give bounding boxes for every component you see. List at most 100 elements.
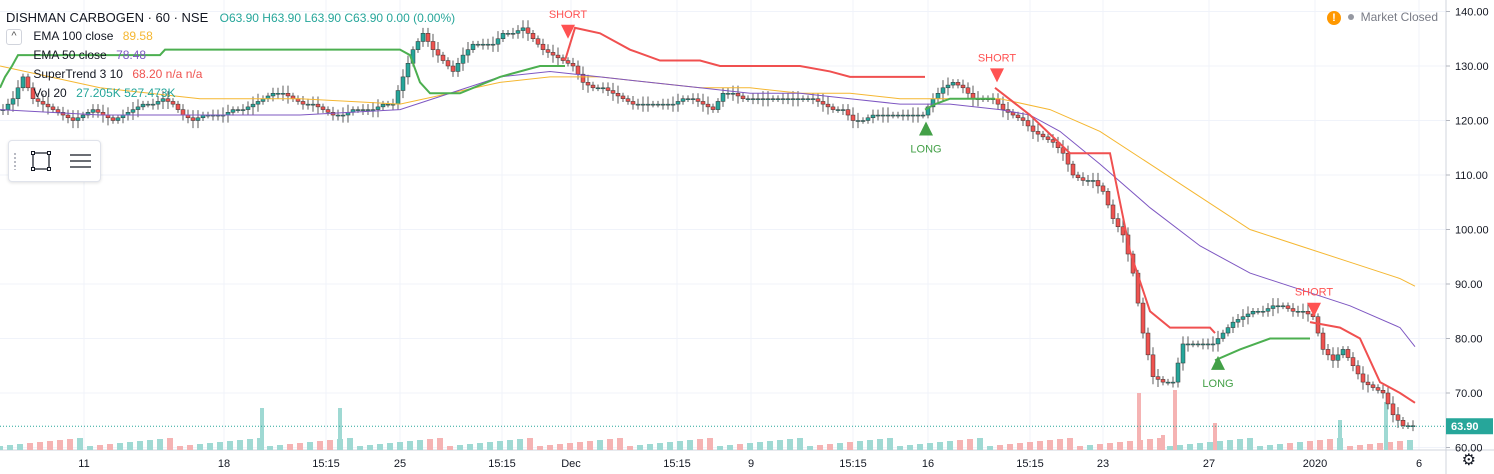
candle-body xyxy=(1080,177,1086,181)
volume-bar xyxy=(147,440,153,450)
candle-body xyxy=(895,114,901,117)
rectangle-tool-icon[interactable] xyxy=(29,149,53,173)
candle-body xyxy=(1170,381,1176,384)
candle-body xyxy=(850,114,856,121)
candle-body xyxy=(1395,414,1401,421)
candle-body xyxy=(500,33,506,39)
volume-bar xyxy=(227,441,233,450)
candle-body xyxy=(245,106,251,110)
candle-body xyxy=(490,43,496,46)
volume-bar xyxy=(397,442,403,450)
candle-body xyxy=(1295,311,1301,313)
candle-body xyxy=(140,103,146,108)
time-tick-label: 2020 xyxy=(1303,458,1327,470)
candle-body xyxy=(1045,136,1051,140)
candle-body xyxy=(705,103,711,108)
price-tick-label: 100.00 xyxy=(1455,225,1489,237)
time-tick-label: Dec xyxy=(561,458,581,470)
candle-body xyxy=(270,93,276,97)
drawing-toolbar[interactable] xyxy=(8,140,101,182)
candle-body xyxy=(835,109,841,111)
candle-body xyxy=(690,98,696,100)
candle-body xyxy=(685,98,691,100)
candle-body xyxy=(425,33,431,42)
indicator-volume[interactable]: Vol 20 27.205K 527.473K xyxy=(6,84,455,103)
volume-bar xyxy=(757,442,763,450)
indicator-value: 27.205K 527.473K xyxy=(76,86,176,100)
candle-body xyxy=(1280,305,1286,308)
candle-body xyxy=(620,95,626,99)
volume-bar xyxy=(627,446,633,450)
candle-body xyxy=(770,98,776,100)
candle-body xyxy=(760,98,766,100)
candle-body xyxy=(1235,319,1241,323)
candle-body xyxy=(1180,343,1186,364)
indicator-ema100[interactable]: ^ EMA 100 close 89.58 xyxy=(6,27,455,46)
volume-bar xyxy=(417,440,423,450)
volume-bar xyxy=(1167,446,1173,450)
status-dot-icon xyxy=(1348,14,1355,21)
candle-body xyxy=(355,109,361,111)
symbol-title[interactable]: DISHMAN CARBOGEN · 60 · NSE xyxy=(6,10,209,25)
market-status[interactable]: ! Market Closed xyxy=(1326,10,1438,25)
signal-label: LONG xyxy=(1202,378,1233,390)
candle-body xyxy=(1335,354,1341,361)
candle-body xyxy=(1245,313,1251,317)
volume-bar xyxy=(817,445,823,450)
candle-body xyxy=(50,106,56,110)
volume-bar xyxy=(317,441,323,450)
signal-label: SHORT xyxy=(978,52,1017,64)
candle-body xyxy=(1355,365,1361,375)
candle-body xyxy=(5,103,11,110)
volume-bar xyxy=(407,441,413,450)
candle-body xyxy=(805,98,811,100)
candle-body xyxy=(1070,163,1076,176)
candle-body xyxy=(695,98,701,102)
candle-body xyxy=(570,63,576,67)
candle-body xyxy=(1025,120,1031,127)
candle-body xyxy=(335,114,341,117)
indicator-ema50[interactable]: EMA 50 close 78.48 xyxy=(6,46,455,65)
candle-body xyxy=(480,43,486,46)
volume-bar xyxy=(1327,439,1333,450)
candle-body xyxy=(155,101,161,105)
candle-body xyxy=(1200,343,1206,346)
volume-bar xyxy=(1157,438,1163,450)
volume-bar xyxy=(1317,440,1323,450)
volume-bar xyxy=(657,443,663,450)
candle-body xyxy=(655,103,661,106)
indicator-supertrend[interactable]: SuperTrend 3 10 68.20 n/a n/a xyxy=(6,65,455,84)
object-tree-icon[interactable] xyxy=(67,149,93,173)
volume-bar xyxy=(260,408,264,450)
candle-body xyxy=(920,114,926,117)
candle-body xyxy=(825,103,831,108)
signal-short: SHORT xyxy=(549,9,588,39)
gear-icon[interactable]: ⚙ xyxy=(1461,452,1476,469)
volume-bar xyxy=(1207,442,1213,450)
candle-body xyxy=(1090,180,1096,182)
candle-body xyxy=(1160,379,1166,383)
candle-body xyxy=(750,98,756,100)
volume-bar xyxy=(457,445,463,450)
candle-body xyxy=(35,98,41,102)
supertrend-up-line xyxy=(0,48,565,95)
candle-body xyxy=(1210,343,1216,346)
volume-bar xyxy=(637,445,643,450)
volume-bar xyxy=(1347,446,1353,450)
supertrend-down-line xyxy=(1309,321,1416,404)
drag-handle-icon[interactable] xyxy=(13,152,17,170)
signal-label: SHORT xyxy=(549,9,588,21)
collapse-icon[interactable]: ^ xyxy=(6,28,22,45)
candle-body xyxy=(965,87,971,94)
volume-bar xyxy=(237,440,243,450)
candle-body xyxy=(555,54,561,59)
candle-body xyxy=(660,103,666,106)
candle-body xyxy=(190,117,196,121)
candle-body xyxy=(1105,191,1111,206)
candle-body xyxy=(795,98,801,100)
candle-body xyxy=(950,82,956,86)
candle-body xyxy=(110,117,116,121)
candle-body xyxy=(1315,316,1321,334)
candle-body xyxy=(745,98,751,100)
